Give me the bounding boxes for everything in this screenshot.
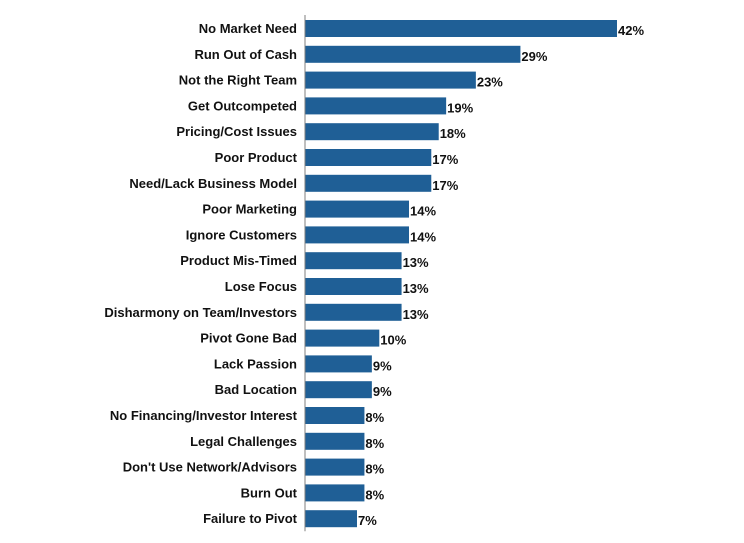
bar [305, 510, 357, 528]
value-label: 42% [618, 23, 644, 38]
bar [305, 484, 365, 502]
bar [305, 226, 409, 244]
category-label: Lose Focus [225, 279, 297, 294]
value-label: 13% [403, 307, 429, 322]
category-label: Lack Passion [214, 356, 297, 371]
category-label: Bad Location [215, 382, 297, 397]
category-label: Disharmony on Team/Investors [104, 305, 297, 320]
value-label: 19% [447, 100, 473, 115]
value-label: 9% [373, 384, 392, 399]
category-label: No Market Need [199, 21, 297, 36]
value-label: 23% [477, 75, 503, 90]
value-label: 17% [432, 178, 458, 193]
bar [305, 71, 476, 89]
value-label: 9% [373, 358, 392, 373]
value-label: 13% [403, 255, 429, 270]
category-label: Poor Product [215, 150, 298, 165]
value-label: 14% [410, 204, 436, 219]
value-label: 29% [521, 49, 547, 64]
category-label: Ignore Customers [186, 227, 297, 242]
value-label: 18% [440, 126, 466, 141]
category-label: Product Mis-Timed [180, 253, 297, 268]
category-label: Not the Right Team [179, 73, 297, 88]
bar [305, 20, 617, 37]
bar [305, 149, 432, 166]
value-label: 7% [358, 513, 377, 528]
value-label: 17% [432, 152, 458, 167]
bar [305, 252, 402, 270]
bar [305, 45, 521, 63]
category-label: Need/Lack Business Model [129, 176, 297, 191]
bar [305, 381, 372, 399]
category-label: No Financing/Investor Interest [110, 408, 298, 423]
bar [305, 355, 372, 373]
value-label: 14% [410, 229, 436, 244]
value-label: 10% [380, 333, 406, 348]
category-label: Run Out of Cash [194, 47, 297, 62]
bar [305, 123, 439, 141]
value-label: 8% [365, 462, 384, 477]
value-labels-layer: 42% 29% 23% 19% 18% 17% 17% 14% 14% 13% 13% 13% 10% 9… [358, 23, 644, 528]
bar [305, 407, 365, 424]
bar [305, 200, 409, 218]
category-label: Don't Use Network/Advisors [123, 460, 297, 475]
category-label: Burn Out [241, 485, 298, 500]
value-label: 8% [365, 436, 384, 451]
category-label: Poor Marketing [202, 202, 297, 217]
value-label: 8% [365, 410, 384, 425]
bar [305, 303, 402, 321]
bar [305, 278, 402, 295]
bar [305, 174, 432, 192]
category-labels-layer: No Market Need Run Out of Cash Not the Rig… [104, 21, 297, 526]
bar [305, 432, 365, 450]
category-label: Failure to Pivot [203, 511, 298, 526]
category-label: Pivot Gone Bad [200, 331, 297, 346]
category-label: Legal Challenges [190, 434, 297, 449]
value-label: 13% [403, 281, 429, 296]
category-label: Pricing/Cost Issues [176, 124, 297, 139]
category-label: Get Outcompeted [188, 98, 297, 113]
bar [305, 329, 380, 347]
bars-layer [305, 20, 617, 528]
bar [305, 97, 447, 115]
value-label: 8% [365, 487, 384, 502]
bar [305, 458, 365, 476]
